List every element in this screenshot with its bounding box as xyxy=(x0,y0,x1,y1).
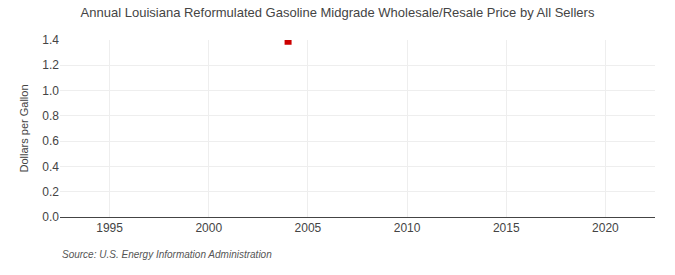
svg-text:2000: 2000 xyxy=(195,221,222,235)
svg-text:2015: 2015 xyxy=(493,221,520,235)
svg-text:0.0: 0.0 xyxy=(42,210,59,224)
svg-text:Dollars per Gallon: Dollars per Gallon xyxy=(18,84,30,172)
svg-text:2010: 2010 xyxy=(394,221,421,235)
svg-text:1.2: 1.2 xyxy=(42,58,59,72)
svg-text:1.0: 1.0 xyxy=(42,84,59,98)
svg-text:Source: U.S. Energy Informatio: Source: U.S. Energy Information Administ… xyxy=(62,249,272,260)
svg-text:2005: 2005 xyxy=(295,221,322,235)
svg-text:0.2: 0.2 xyxy=(42,185,59,199)
svg-text:0.6: 0.6 xyxy=(42,134,59,148)
svg-text:2020: 2020 xyxy=(592,221,619,235)
svg-text:0.8: 0.8 xyxy=(42,109,59,123)
svg-text:0.4: 0.4 xyxy=(42,160,59,174)
svg-text:1995: 1995 xyxy=(96,221,123,235)
svg-text:1.4: 1.4 xyxy=(42,33,59,47)
svg-text:Annual Louisiana Reformulated: Annual Louisiana Reformulated Gasoline M… xyxy=(81,5,595,20)
